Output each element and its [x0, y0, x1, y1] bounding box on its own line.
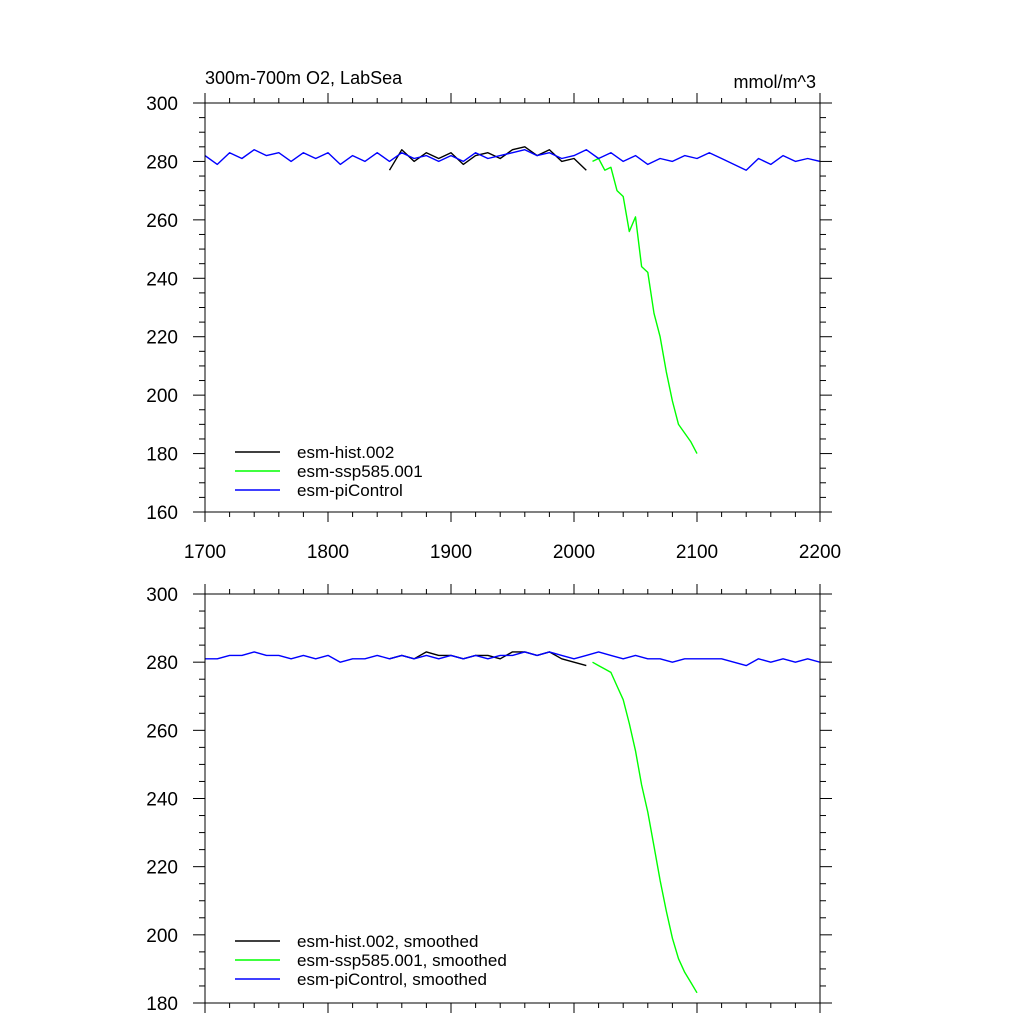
- legend-label-2: esm-ssp585.001: [297, 462, 423, 481]
- chart-panel-2: 180 200 220 240 260 280 300 esm-hist.002, smoot…: [146, 584, 832, 1015]
- y-tick-label: 260: [146, 721, 178, 742]
- y-tick-label: 260: [146, 211, 178, 232]
- x-tick-label: 1900: [430, 542, 472, 563]
- y-tick-label: 280: [146, 152, 178, 173]
- chart-panel-1: 1700 1800 1900 2000 2100 2200 160 180 200 220 240 2…: [146, 68, 841, 563]
- series-line-3: [205, 651, 820, 667]
- x-tick-label: 2000: [553, 542, 595, 563]
- x-tick-label: 2100: [676, 542, 718, 563]
- x-tick-label: 1800: [307, 542, 349, 563]
- x-tick-label: 2200: [799, 542, 841, 563]
- y-tick-label: 240: [146, 269, 178, 290]
- y-tick-label: 240: [146, 790, 178, 811]
- series-line-3: [205, 148, 820, 171]
- y-tick-label: 300: [146, 585, 178, 606]
- y-tick-label: 200: [146, 926, 178, 947]
- y-tick-label: 180: [146, 994, 178, 1015]
- y-tick-label: 280: [146, 653, 178, 674]
- legend-label-1: esm-hist.002: [297, 443, 394, 462]
- y-tick-label: 300: [146, 94, 178, 115]
- y-tick-label: 200: [146, 386, 178, 407]
- chart-title: 300m-700m O2, LabSea: [205, 68, 403, 88]
- legend-label-3: esm-piControl: [297, 481, 403, 500]
- units-label: mmol/m^3: [734, 72, 816, 92]
- series-line-1: [388, 146, 587, 171]
- y-tick-label: 180: [146, 445, 178, 466]
- x-tick-label: 1700: [184, 542, 226, 563]
- series-line-1: [389, 651, 587, 667]
- legend-label-2: esm-ssp585.001, smoothed: [297, 951, 507, 970]
- y-tick-label: 220: [146, 328, 178, 349]
- y-tick-label: 160: [146, 503, 178, 524]
- series-line-2: [592, 157, 698, 454]
- y-tick-label: 220: [146, 858, 178, 879]
- legend-label-1: esm-hist.002, smoothed: [297, 932, 478, 951]
- legend-label-3: esm-piControl, smoothed: [297, 970, 487, 989]
- series-line-2: [592, 661, 698, 994]
